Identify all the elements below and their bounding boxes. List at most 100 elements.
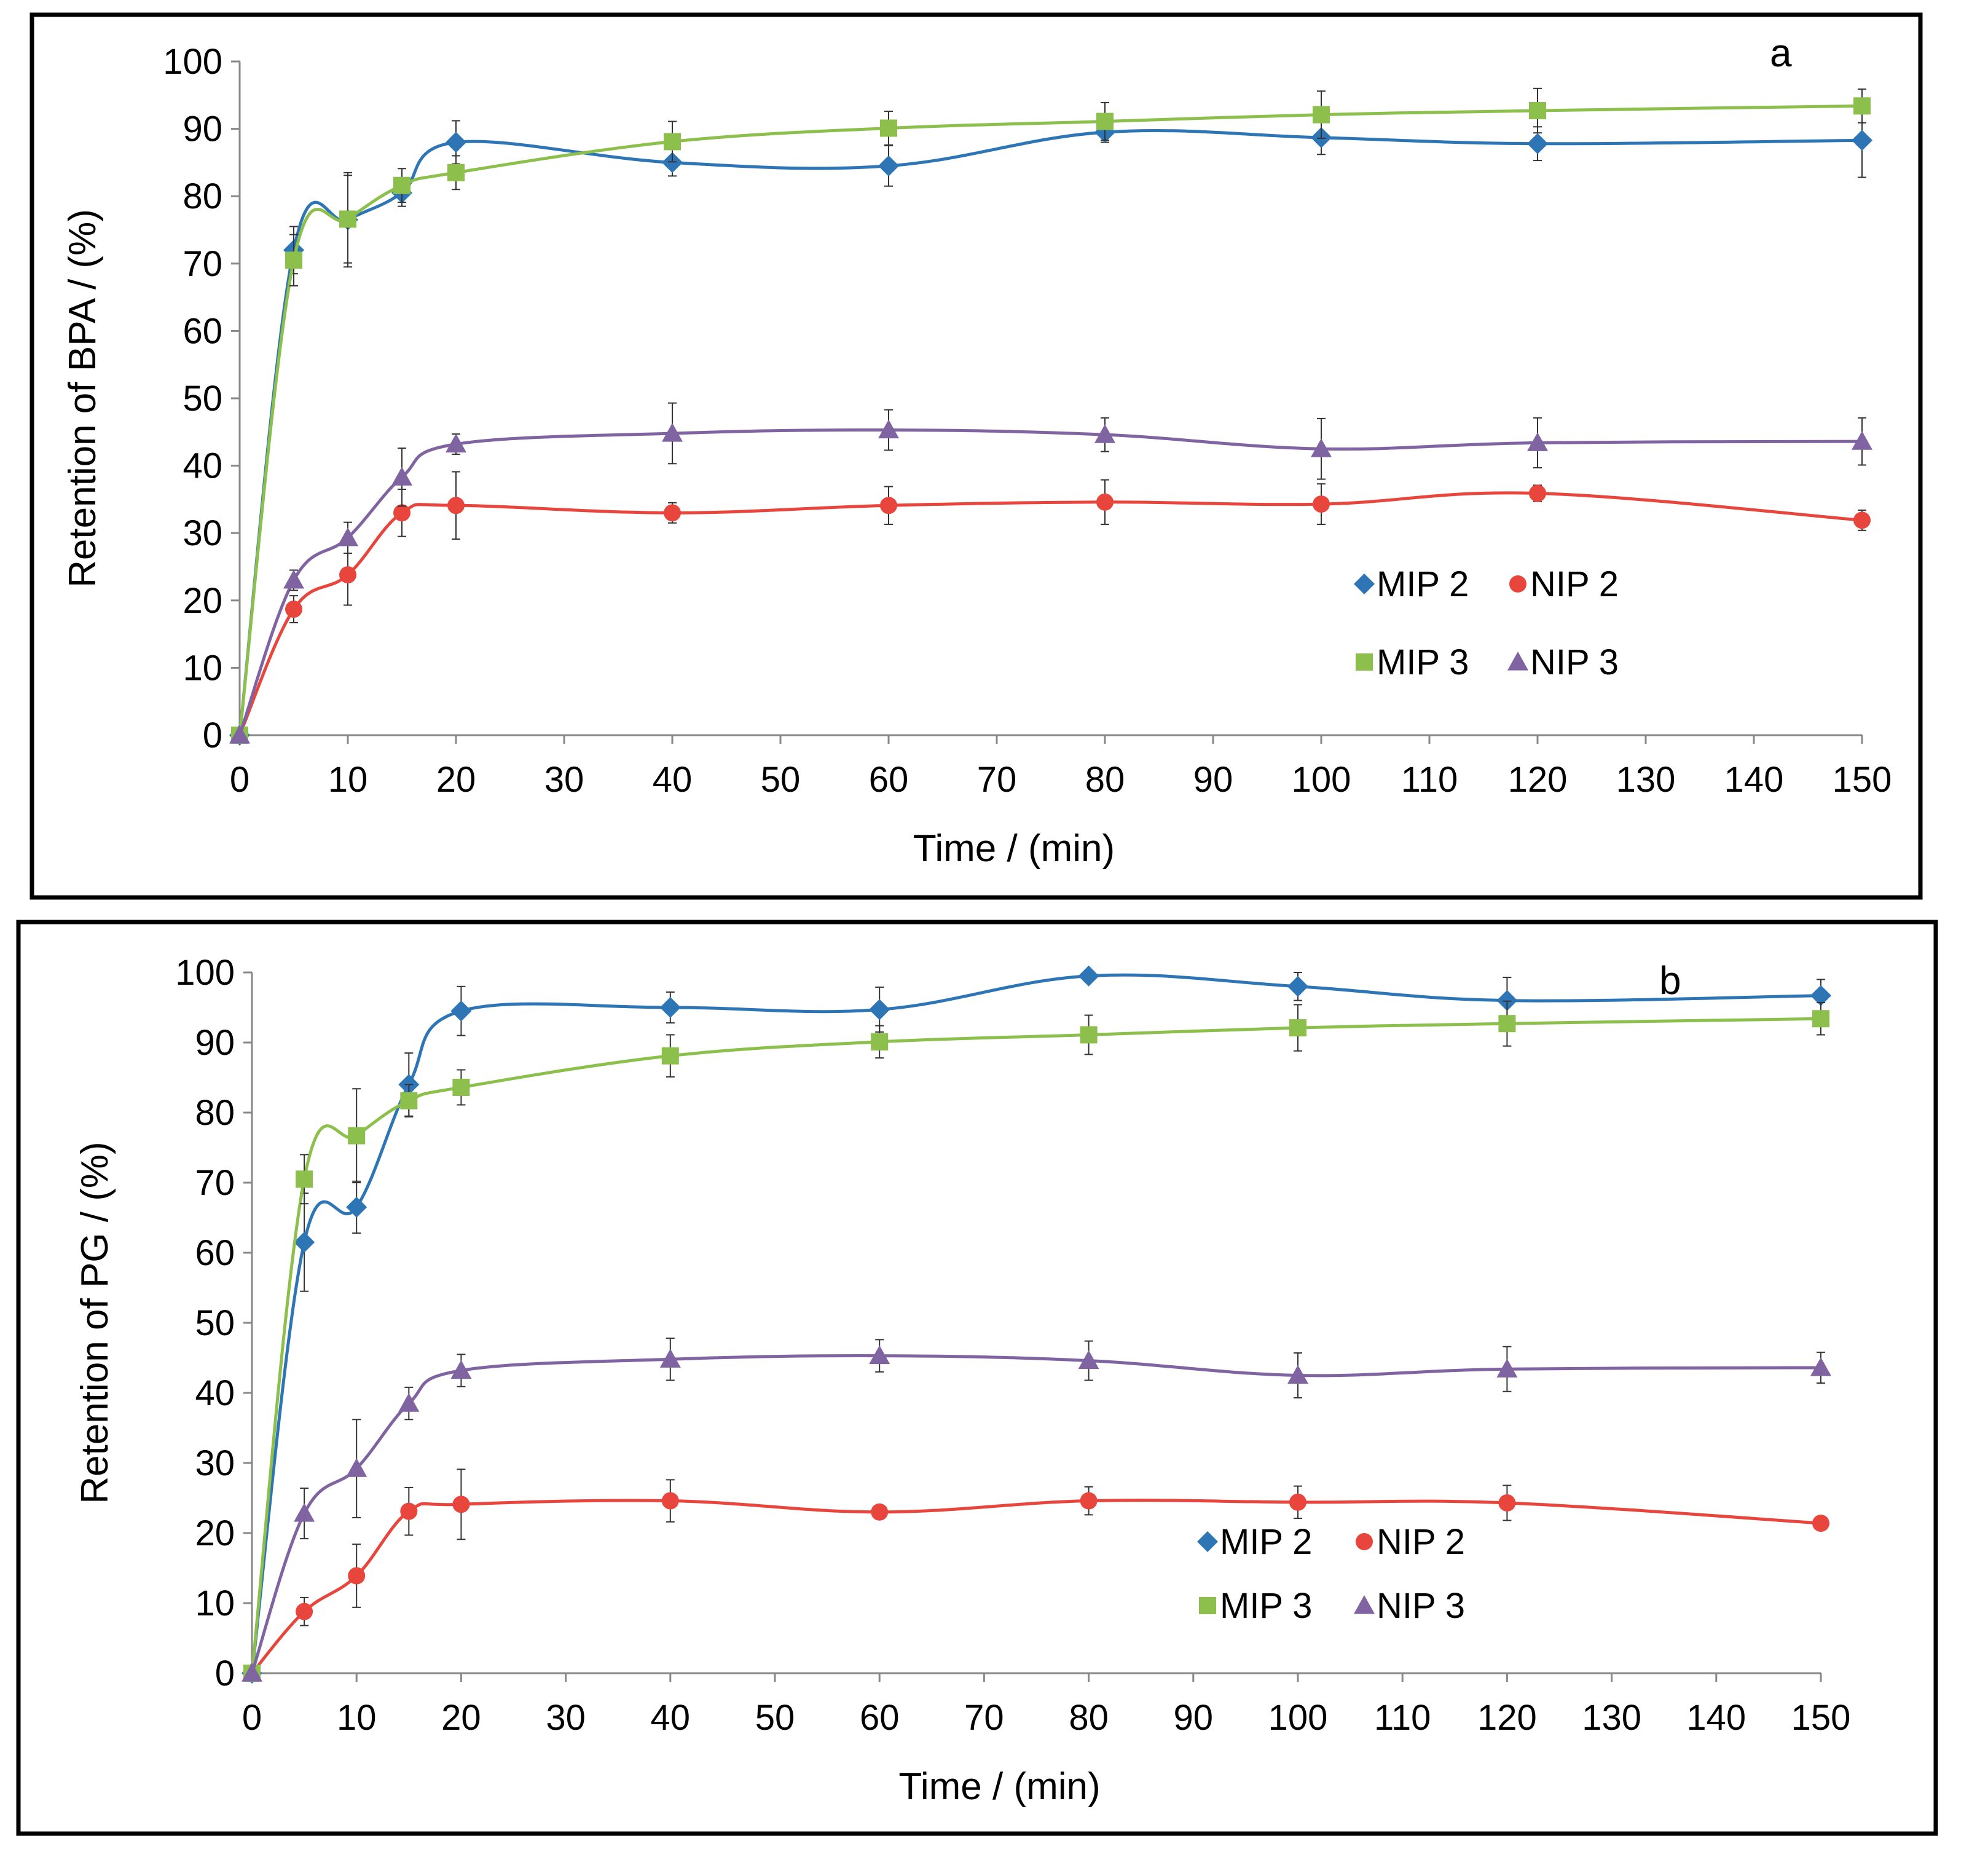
data-point xyxy=(1852,431,1872,450)
legend-label: MIP 2 xyxy=(1220,1522,1312,1562)
data-point xyxy=(1080,1026,1098,1044)
data-point xyxy=(1078,1350,1099,1370)
y-tick-label: 30 xyxy=(183,513,222,553)
data-point xyxy=(880,119,897,137)
series-mip-3 xyxy=(231,87,1871,744)
data-point xyxy=(869,1345,890,1365)
x-tick-label: 30 xyxy=(546,1698,586,1738)
data-point xyxy=(1498,1015,1516,1033)
y-tick-label: 80 xyxy=(195,1093,235,1133)
legend-marker xyxy=(1507,652,1528,671)
data-point xyxy=(296,1170,313,1188)
legend: MIP 2 NIP 2 MIP 3 NIP 3 xyxy=(1354,564,1619,682)
legend-label: NIP 2 xyxy=(1377,1522,1465,1562)
y-tick-label: 30 xyxy=(195,1443,235,1483)
legend-marker xyxy=(1509,575,1526,593)
y-tick-label: 20 xyxy=(183,581,222,621)
data-point xyxy=(346,1458,367,1477)
data-point xyxy=(1498,1494,1516,1512)
y-axis-title: Retention of BPA / (%) xyxy=(61,209,104,588)
data-point xyxy=(878,155,899,176)
data-point xyxy=(450,1360,472,1379)
y-tick-label: 40 xyxy=(195,1373,235,1413)
y-tick-label: 20 xyxy=(195,1513,235,1553)
data-point xyxy=(1311,438,1332,457)
data-point xyxy=(661,1492,679,1510)
data-point xyxy=(447,164,465,181)
y-tick-label: 70 xyxy=(183,244,222,284)
data-point xyxy=(1287,976,1308,997)
y-tick-label: 80 xyxy=(183,176,222,216)
x-tick-label: 100 xyxy=(1268,1698,1328,1738)
data-point xyxy=(1529,484,1546,502)
legend-label: MIP 2 xyxy=(1377,564,1469,604)
data-point xyxy=(452,1496,470,1513)
data-point xyxy=(450,1000,472,1022)
data-point xyxy=(1810,985,1831,1006)
data-point xyxy=(283,569,304,589)
x-tick-label: 60 xyxy=(869,760,909,800)
x-tick-label: 70 xyxy=(964,1698,1004,1738)
panel-frame xyxy=(29,12,1923,900)
x-tick-label: 0 xyxy=(242,1698,262,1738)
series-nip-3 xyxy=(229,402,1872,744)
y-tick-label: 10 xyxy=(183,648,222,688)
x-tick-label: 10 xyxy=(328,760,368,800)
y-tick-label: 60 xyxy=(183,311,222,351)
y-axis-title: Retention of PG / (%) xyxy=(74,1141,116,1504)
data-point xyxy=(1289,1493,1306,1511)
x-tick-label: 80 xyxy=(1085,760,1125,800)
data-point xyxy=(242,1663,262,1682)
data-point xyxy=(659,997,681,1018)
series-line xyxy=(250,973,1821,1674)
series-line xyxy=(250,1017,1821,1674)
y-tick-label: 50 xyxy=(183,379,222,419)
data-point xyxy=(400,1092,418,1110)
x-tick-label: 130 xyxy=(1616,760,1676,800)
legend-marker xyxy=(1356,653,1373,671)
data-point xyxy=(346,1196,367,1218)
x-tick-label: 90 xyxy=(1174,1698,1214,1738)
data-point xyxy=(1812,1515,1829,1532)
x-tick-label: 120 xyxy=(1508,760,1568,800)
x-tick-label: 20 xyxy=(441,1698,481,1738)
legend-marker xyxy=(1197,1531,1218,1552)
data-point xyxy=(1289,1019,1306,1037)
data-point xyxy=(393,504,411,522)
data-point xyxy=(1527,133,1548,154)
x-tick-label: 60 xyxy=(860,1698,900,1738)
data-point xyxy=(1096,112,1114,130)
legend-marker xyxy=(1354,574,1375,594)
data-point xyxy=(393,176,411,194)
data-point xyxy=(391,467,412,486)
data-point xyxy=(1080,1492,1098,1510)
data-point xyxy=(339,210,356,228)
x-tick-label: 70 xyxy=(977,760,1017,800)
series-mip-3 xyxy=(243,1000,1829,1682)
panel-letter: a xyxy=(1770,31,1792,75)
legend-label: NIP 3 xyxy=(1530,642,1619,682)
data-point xyxy=(871,1033,889,1051)
series-nip-3 xyxy=(242,1338,1831,1682)
x-axis-title: Time / (min) xyxy=(913,827,1115,870)
series-mip-2 xyxy=(242,965,1831,1684)
data-point xyxy=(285,251,302,269)
series-line xyxy=(238,491,1863,736)
data-point xyxy=(1529,102,1546,120)
chart-panel-a: 0 10 20 30 40 50 60 70 80 90 100 0 10 20 30 40 50 60 70 80 9… xyxy=(29,12,1923,900)
data-point xyxy=(1812,1010,1829,1028)
data-point xyxy=(294,1503,315,1522)
y-tick-label: 10 xyxy=(195,1583,235,1623)
x-tick-label: 150 xyxy=(1833,760,1892,800)
x-tick-label: 50 xyxy=(755,1698,795,1738)
data-point xyxy=(662,152,683,173)
legend-marker xyxy=(1199,1597,1216,1614)
data-point xyxy=(880,497,897,514)
y-tick-label: 60 xyxy=(195,1233,235,1273)
legend-label: NIP 2 xyxy=(1530,564,1619,604)
x-tick-label: 50 xyxy=(761,760,801,800)
data-point xyxy=(664,504,681,522)
data-point xyxy=(229,725,250,744)
panel-letter: b xyxy=(1659,958,1681,1003)
x-tick-label: 30 xyxy=(544,760,584,800)
